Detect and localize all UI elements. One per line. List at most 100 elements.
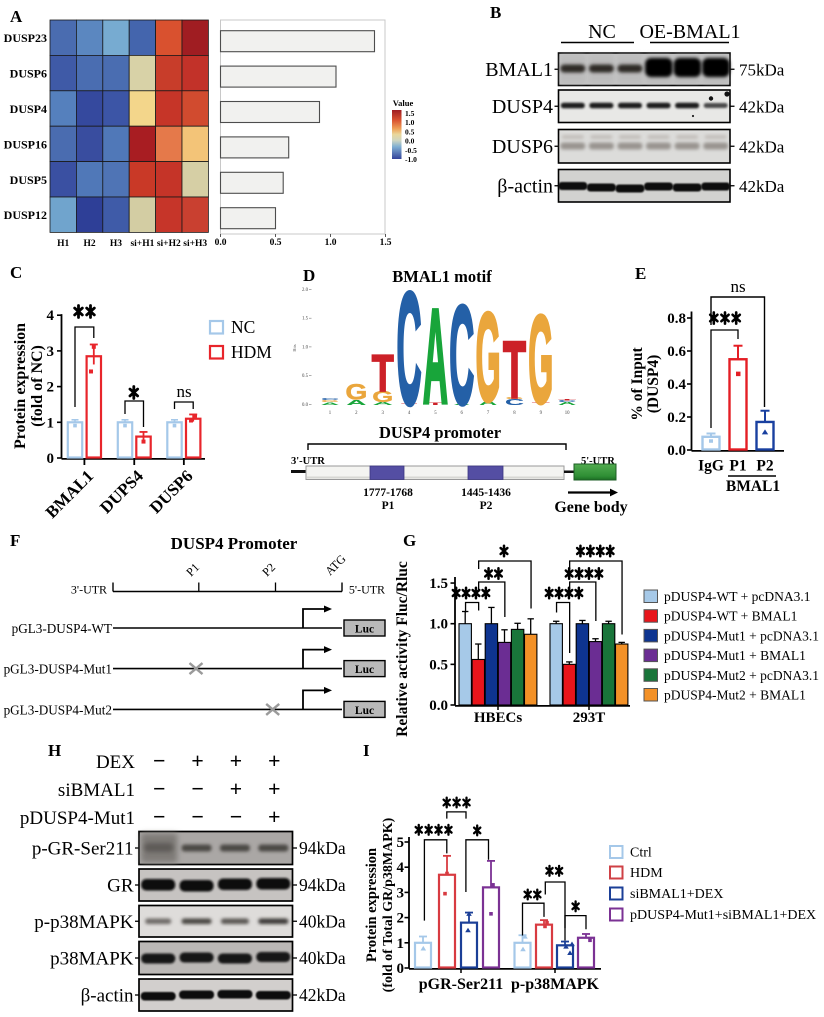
svg-text:C: C [505, 398, 524, 407]
svg-text:P2: P2 [756, 458, 773, 475]
svg-text:pDUSP4-Mut1 + BMAL1: pDUSP4-Mut1 + BMAL1 [664, 648, 806, 663]
svg-text:0: 0 [397, 961, 405, 977]
svg-text:−: − [153, 776, 166, 801]
svg-text:3: 3 [47, 344, 55, 360]
svg-text:42kDa: 42kDa [739, 137, 785, 156]
svg-text:H: H [48, 741, 61, 760]
svg-text:A: A [479, 399, 497, 406]
svg-text:1.5: 1.5 [302, 317, 309, 322]
svg-text:pDUSP4-Mut1 + pcDNA3.1: pDUSP4-Mut1 + pcDNA3.1 [664, 628, 819, 643]
svg-text:BMAL1 motif: BMAL1 motif [392, 267, 492, 286]
svg-text:1777-1768: 1777-1768 [363, 487, 413, 499]
svg-text:siBMAL1+DEX: siBMAL1+DEX [630, 887, 723, 902]
svg-text:DUSP6: DUSP6 [492, 136, 553, 158]
svg-text:Luc: Luc [355, 624, 374, 636]
svg-text:HDM: HDM [231, 342, 272, 362]
svg-text:(fold of Total GR/p38MAPK): (fold of Total GR/p38MAPK) [381, 817, 396, 992]
svg-text:I: I [363, 741, 370, 760]
svg-text:9: 9 [540, 411, 543, 416]
svg-text:1: 1 [397, 936, 405, 952]
svg-text:0.5: 0.5 [302, 374, 309, 379]
svg-text:DUSP4: DUSP4 [492, 96, 553, 118]
svg-text:40kDa: 40kDa [299, 948, 346, 968]
svg-text:A: A [423, 281, 448, 432]
svg-text:OE-BMAL1: OE-BMAL1 [639, 21, 740, 43]
svg-text:0.0: 0.0 [429, 698, 448, 714]
svg-text:pDUSP4-WT + pcDNA3.1: pDUSP4-WT + pcDNA3.1 [664, 589, 810, 604]
svg-text:p-p38MAPK: p-p38MAPK [511, 976, 600, 993]
svg-text:5'-UTR: 5'-UTR [581, 456, 615, 467]
svg-text:5: 5 [397, 835, 405, 851]
svg-text:F: F [10, 531, 20, 550]
svg-text:pGL3-DUSP4-Mut2: pGL3-DUSP4-Mut2 [4, 702, 112, 717]
svg-text:A: A [346, 399, 366, 407]
svg-text:HBECs: HBECs [474, 710, 523, 726]
svg-text:0.5: 0.5 [429, 657, 448, 673]
svg-text:T: T [532, 402, 550, 406]
svg-text:3'-UTR: 3'-UTR [291, 456, 325, 467]
svg-text:−: − [191, 804, 204, 829]
svg-text:(fold of NC): (fold of NC) [29, 345, 46, 427]
svg-text:0.5: 0.5 [270, 238, 282, 248]
svg-text:42kDa: 42kDa [739, 177, 785, 196]
svg-text:T: T [401, 403, 418, 406]
svg-text:A: A [454, 403, 470, 406]
svg-text:pGL3-DUSP4-WT: pGL3-DUSP4-WT [12, 621, 112, 636]
svg-text:DUSP6: DUSP6 [10, 67, 47, 81]
svg-text:Protein expression: Protein expression [364, 848, 380, 962]
svg-text:3: 3 [397, 885, 405, 901]
svg-text:si+H3: si+H3 [183, 239, 207, 249]
svg-text:G: G [321, 400, 339, 403]
svg-text:H1: H1 [57, 239, 69, 249]
svg-text:C: C [321, 398, 339, 401]
svg-text:C: C [397, 261, 422, 438]
svg-text:IgG: IgG [698, 458, 724, 475]
svg-text:Luc: Luc [355, 664, 374, 676]
svg-text:A: A [321, 401, 339, 405]
svg-text:A: A [10, 7, 23, 26]
svg-text:ns: ns [176, 382, 191, 401]
svg-text:Gene body: Gene body [554, 499, 627, 516]
svg-text:BMAL1: BMAL1 [485, 59, 553, 81]
svg-text:1.0: 1.0 [302, 345, 309, 350]
svg-text:1: 1 [329, 411, 332, 416]
svg-text:1.0: 1.0 [429, 617, 448, 633]
svg-text:C: C [10, 263, 22, 282]
svg-text:C: C [558, 400, 576, 403]
svg-text:p38MAPK: p38MAPK [50, 949, 134, 970]
svg-text:NC: NC [588, 21, 616, 43]
svg-text:7: 7 [487, 411, 490, 416]
svg-text:ns: ns [730, 277, 745, 296]
svg-text:0.5: 0.5 [405, 127, 415, 136]
svg-text:94kDa: 94kDa [299, 838, 346, 858]
svg-text:1.5: 1.5 [380, 238, 392, 248]
svg-text:P2: P2 [480, 500, 493, 512]
svg-text:−: − [153, 804, 166, 829]
svg-text:DUSP12: DUSP12 [4, 208, 47, 222]
svg-text:1.5: 1.5 [429, 576, 448, 592]
svg-text:Value: Value [393, 98, 414, 108]
svg-text:−: − [230, 804, 243, 829]
svg-text:pGL3-DUSP4-Mut1: pGL3-DUSP4-Mut1 [4, 662, 112, 677]
svg-text:pDUSP4-Mut2 + pcDNA3.1: pDUSP4-Mut2 + pcDNA3.1 [664, 668, 819, 683]
svg-text:0.2: 0.2 [667, 410, 686, 426]
svg-text:G: G [476, 288, 501, 428]
svg-text:E: E [635, 264, 646, 283]
svg-text:si+H2: si+H2 [157, 239, 181, 249]
svg-text:pGR-Ser211: pGR-Ser211 [419, 976, 503, 993]
svg-text:G: G [403, 531, 416, 550]
svg-text:DEX: DEX [96, 752, 135, 773]
svg-text:1.0: 1.0 [405, 118, 415, 127]
svg-text:4: 4 [397, 860, 405, 876]
svg-text:G: G [372, 388, 393, 405]
svg-text:1445-1436: 1445-1436 [461, 487, 511, 499]
svg-text:2: 2 [355, 411, 358, 416]
svg-text:BMAL1: BMAL1 [726, 478, 780, 495]
svg-text:3: 3 [381, 411, 384, 416]
svg-text:−: − [191, 776, 204, 801]
svg-text:Ctrl: Ctrl [630, 846, 652, 861]
svg-text:10: 10 [565, 411, 570, 416]
svg-text:+: + [268, 748, 281, 773]
svg-text:+: + [230, 748, 243, 773]
svg-text:5'-UTR: 5'-UTR [349, 583, 385, 597]
